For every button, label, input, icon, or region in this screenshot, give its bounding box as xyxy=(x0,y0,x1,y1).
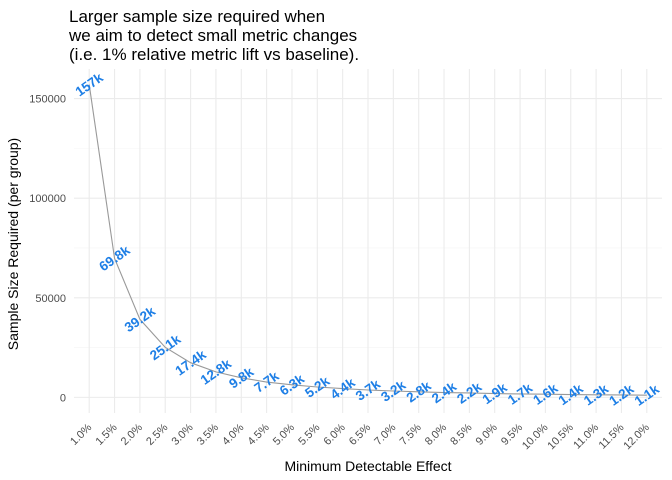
x-tick-label: 7.0% xyxy=(372,421,398,447)
y-tick-label: 150000 xyxy=(29,94,66,106)
x-tick-label: 10.0% xyxy=(520,421,551,452)
x-tick-label: 1.0% xyxy=(68,421,94,447)
x-tick-label: 8.0% xyxy=(423,421,449,447)
x-tick-label: 1.5% xyxy=(93,421,119,447)
x-tick-label: 3.5% xyxy=(195,421,221,447)
x-axis-title: Minimum Detectable Effect xyxy=(284,458,451,474)
x-tick-label: 6.5% xyxy=(347,421,373,447)
x-tick-label: 12.0% xyxy=(621,421,652,452)
x-tick-label: 9.0% xyxy=(474,421,500,447)
x-tick-label: 11.0% xyxy=(571,421,601,451)
x-tick-label: 11.5% xyxy=(597,421,627,451)
data-labels: 157k69.8k39.2k25.1k17.4k12.8k9.8k7.7k6.3… xyxy=(73,70,663,409)
grid xyxy=(74,69,662,413)
x-tick-label: 3.0% xyxy=(169,421,195,447)
x-tick-label: 7.5% xyxy=(398,421,424,447)
x-tick-label: 2.5% xyxy=(144,421,170,447)
x-tick-label: 2.0% xyxy=(119,421,145,447)
x-tick-label: 5.5% xyxy=(296,421,322,447)
chart-title-line-2: we aim to detect small metric changes xyxy=(68,26,357,45)
x-tick-label: 4.0% xyxy=(220,421,246,447)
x-tick-label: 4.5% xyxy=(246,421,272,447)
chart-title: Larger sample size required when we aim … xyxy=(68,7,359,64)
x-tick-label: 5.0% xyxy=(271,421,297,447)
chart-title-line-1: Larger sample size required when xyxy=(69,7,325,26)
y-tick-label: 100000 xyxy=(29,193,66,205)
y-axis-title: Sample Size Required (per group) xyxy=(5,138,21,350)
series-line xyxy=(88,84,647,396)
y-tick-label: 50000 xyxy=(35,293,66,305)
chart-title-line-3: (i.e. 1% relative metric lift vs baselin… xyxy=(69,45,359,64)
x-tick-label: 8.5% xyxy=(448,421,474,447)
x-tick-label: 10.5% xyxy=(545,421,576,452)
y-tick-label: 0 xyxy=(60,392,66,404)
x-axis-ticks: 1.0% 1.5% 2.0% 2.5% 3.0% 3.5% 4.0% 4.5% 5.0% 5.5%… xyxy=(68,421,652,452)
y-axis-ticks: 0 50000 100000 150000 xyxy=(29,94,66,405)
x-tick-label: 6.0% xyxy=(322,421,348,447)
